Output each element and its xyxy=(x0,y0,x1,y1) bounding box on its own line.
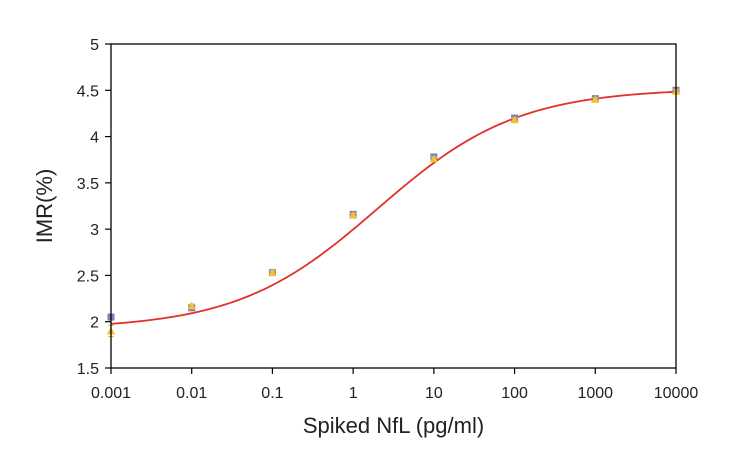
x-axis-title: Spiked NfL (pg/ml) xyxy=(303,413,484,438)
data-points-layer xyxy=(106,86,681,338)
y-axis-title: IMR(%) xyxy=(32,169,57,244)
point-marker xyxy=(591,95,600,103)
point-marker xyxy=(429,154,439,163)
y-tick-label: 4.5 xyxy=(77,83,99,100)
plot-frame xyxy=(110,43,677,369)
y-tick-label: 4 xyxy=(90,130,99,147)
y-tick-label: 2 xyxy=(90,315,99,332)
data-point xyxy=(268,268,277,277)
point-marker xyxy=(348,211,358,219)
x-tick-label: 1000 xyxy=(577,385,613,402)
x-tick-label: 10000 xyxy=(654,385,699,402)
x-tick-label: 0.001 xyxy=(91,385,131,402)
y-tick-label: 3.5 xyxy=(77,176,99,193)
x-tick-label: 0.1 xyxy=(261,385,283,402)
y-tick-label: 2.5 xyxy=(77,268,99,285)
point-marker xyxy=(268,268,277,277)
data-point xyxy=(429,154,439,163)
data-point xyxy=(591,95,600,103)
y-tick-label: 5 xyxy=(90,37,99,54)
x-tick-label: 1 xyxy=(349,385,358,402)
data-point xyxy=(348,211,358,219)
tick-labels: 1.5 2 2.5 3 3.5 4 4.5 5 0.001 0.01 0.1 1 10 100 1000 10… xyxy=(77,37,699,402)
point-marker xyxy=(510,115,519,124)
point-marker xyxy=(187,301,196,310)
data-point xyxy=(510,115,519,124)
x-tick-label: 10 xyxy=(425,385,443,402)
x-tick-label: 0.01 xyxy=(176,385,207,402)
data-point xyxy=(187,301,196,310)
fit-curve-layer xyxy=(110,90,677,325)
y-tick-label: 3 xyxy=(90,222,99,239)
fit-curve xyxy=(110,90,677,325)
y-tick-label: 1.5 xyxy=(77,361,99,378)
axis-ticks xyxy=(105,43,677,374)
x-tick-label: 100 xyxy=(501,385,528,402)
